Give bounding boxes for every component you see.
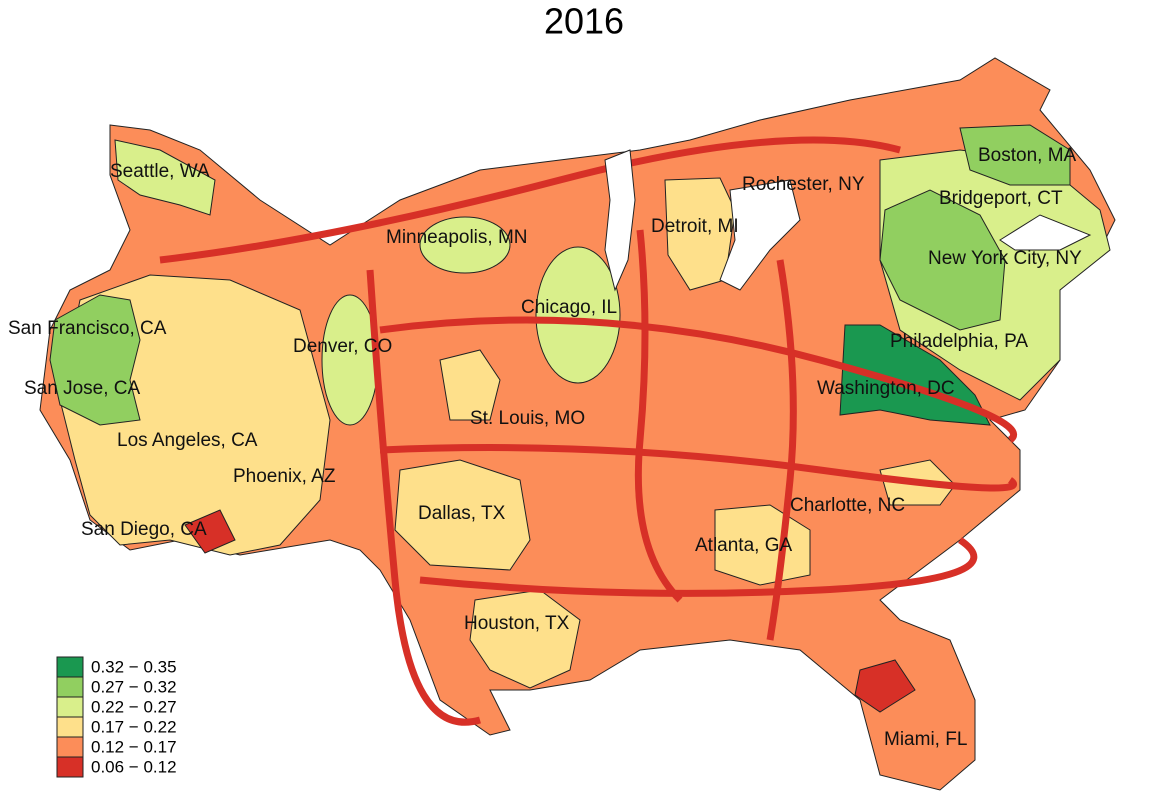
band xyxy=(419,537,978,597)
city-label: Charlotte, NC xyxy=(790,495,905,516)
city-label: Denver, CO xyxy=(293,336,392,357)
region xyxy=(49,294,141,426)
city-label: Houston, TX xyxy=(464,613,570,634)
legend-label: 0.27 − 0.32 xyxy=(91,677,177,696)
city-label: Minneapolis, MN xyxy=(386,227,528,248)
city-label: Chicago, IL xyxy=(521,297,617,318)
legend-label: 0.17 − 0.22 xyxy=(91,717,177,736)
city-label: San Jose, CA xyxy=(24,378,140,399)
map-title: 2016 xyxy=(544,1,624,42)
region xyxy=(439,349,501,421)
city-label: San Francisco, CA xyxy=(8,318,167,339)
region xyxy=(535,246,621,384)
lake xyxy=(719,179,801,291)
city-label: Boston, MA xyxy=(978,145,1077,166)
band xyxy=(634,229,683,603)
country-outline xyxy=(39,57,1116,791)
city-label: San Diego, CA xyxy=(81,519,207,540)
legend-label: 0.22 − 0.27 xyxy=(91,697,177,716)
region xyxy=(959,124,1071,186)
city-label: Seattle, WA xyxy=(110,161,210,182)
legend-swatch xyxy=(56,716,84,738)
city-label: Miami, FL xyxy=(884,729,967,750)
legend-swatch xyxy=(56,696,84,718)
city-label: New York City, NY xyxy=(928,248,1082,269)
band xyxy=(766,259,797,641)
legend-label: 0.32 − 0.35 xyxy=(91,657,177,676)
region xyxy=(419,216,511,274)
band xyxy=(379,444,1018,492)
region xyxy=(469,589,581,689)
city-label: St. Louis, MO xyxy=(470,408,585,429)
city-label: Los Angeles, CA xyxy=(117,430,258,451)
band xyxy=(379,316,1017,443)
inlet xyxy=(999,214,1092,251)
legend-swatch xyxy=(56,656,84,678)
region xyxy=(854,659,916,713)
regions xyxy=(39,57,1116,791)
region xyxy=(394,459,531,571)
legend-label: 0.12 − 0.17 xyxy=(91,737,177,756)
city-label: Phoenix, AZ xyxy=(233,466,336,487)
city-label: Washington, DC xyxy=(817,378,955,399)
region xyxy=(184,509,236,554)
city-label: Philadelphia, PA xyxy=(890,331,1028,352)
city-label: Bridgeport, CT xyxy=(939,188,1063,209)
band xyxy=(366,269,481,726)
legend: 0.32 − 0.350.27 − 0.320.22 − 0.270.17 − … xyxy=(56,656,177,778)
city-label: Rochester, NY xyxy=(742,174,865,195)
legend-swatch xyxy=(56,736,84,758)
legend-swatch xyxy=(56,756,84,778)
legend-label: 0.06 − 0.12 xyxy=(91,757,177,776)
city-labels: Seattle, WA Minneapolis, MN Rochester, N… xyxy=(8,145,1082,750)
region xyxy=(114,139,216,216)
legend-swatch xyxy=(56,676,84,698)
band xyxy=(159,136,901,264)
city-label: Detroit, MI xyxy=(651,216,739,237)
lake xyxy=(604,149,636,292)
region xyxy=(879,189,1006,331)
city-label: Atlanta, GA xyxy=(695,535,792,556)
city-label: Dallas, TX xyxy=(418,503,506,524)
